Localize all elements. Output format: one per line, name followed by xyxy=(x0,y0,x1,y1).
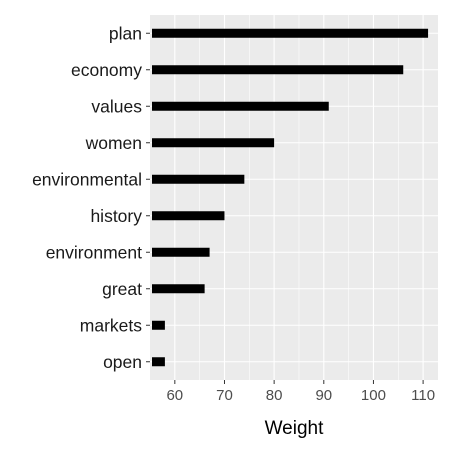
x-tick-labels: 60 70 80 90 100 110 xyxy=(166,387,435,404)
major-gridlines xyxy=(150,15,438,380)
y-axis-ticks xyxy=(146,32,150,363)
bar-environment xyxy=(152,247,210,257)
x-tick-label: 80 xyxy=(266,387,283,404)
x-tick-label: 70 xyxy=(216,387,233,404)
bar-open xyxy=(152,357,165,367)
bar-markets xyxy=(152,320,165,330)
x-axis-ticks xyxy=(174,380,424,384)
category-labels: plan economy values women environmental histo… xyxy=(32,23,142,372)
bars xyxy=(152,28,429,367)
minor-gridlines xyxy=(199,15,399,380)
category-label-great: great xyxy=(102,279,142,299)
x-tick-label: 100 xyxy=(361,387,386,404)
category-label-history: history xyxy=(90,206,142,226)
bar-plan xyxy=(152,28,429,38)
bar-great xyxy=(152,284,205,294)
bar-environmental xyxy=(152,174,245,184)
x-tick-label: 90 xyxy=(315,387,332,404)
x-tick-label: 60 xyxy=(166,387,183,404)
category-label-plan: plan xyxy=(109,23,142,43)
bar-women xyxy=(152,138,275,148)
x-tick-label: 110 xyxy=(411,387,435,404)
category-label-values: values xyxy=(91,96,142,116)
category-label-women: women xyxy=(85,133,142,153)
category-label-economy: economy xyxy=(71,60,142,80)
category-label-environment: environment xyxy=(46,242,142,262)
bar-history xyxy=(152,211,225,221)
category-label-open: open xyxy=(103,352,142,372)
bar-values xyxy=(152,101,329,111)
x-axis-title: Weight xyxy=(265,418,325,439)
category-label-markets: markets xyxy=(80,315,142,335)
plot-panel xyxy=(150,15,438,380)
category-label-environmental: environmental xyxy=(32,169,142,189)
bar-economy xyxy=(152,65,404,75)
